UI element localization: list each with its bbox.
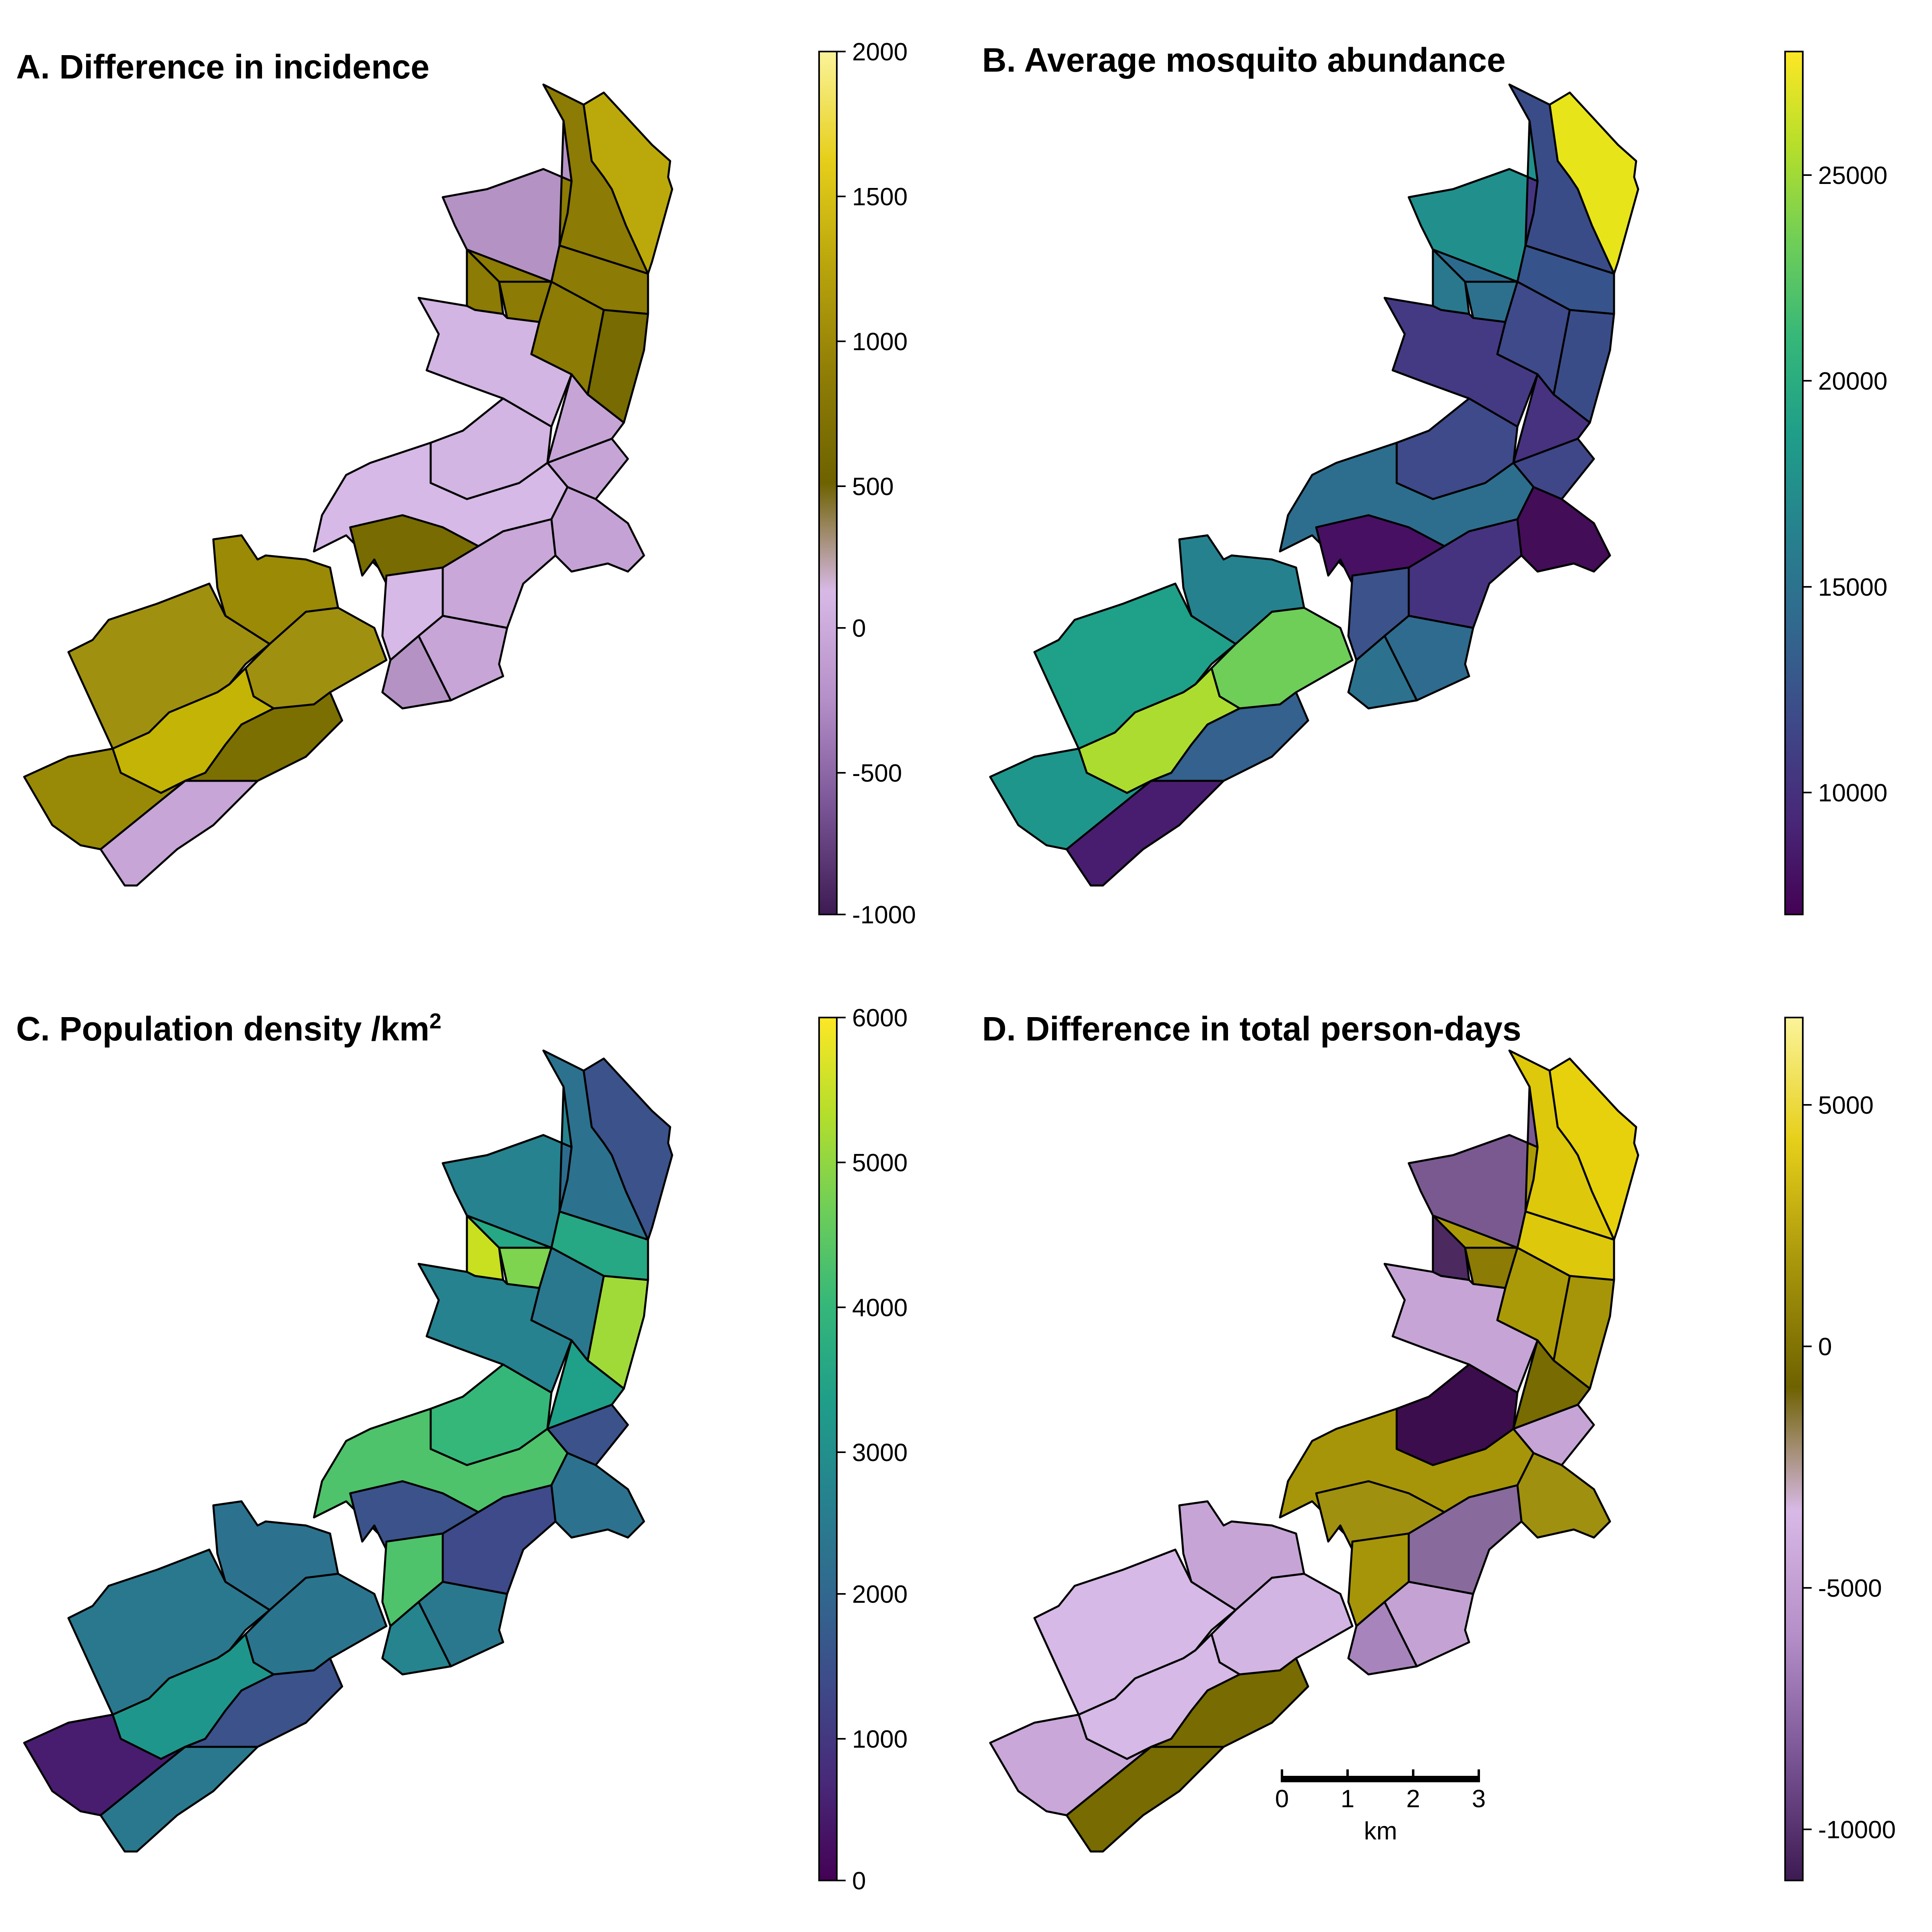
panel-a: A. Difference in incidence 2000 1500 1000 5… [16,38,916,929]
map-region [381,1601,452,1676]
legend-tick-label: 5000 [852,1149,908,1177]
map-region [1383,297,1539,428]
legend-tick-label: -1000 [852,901,916,929]
legend-tick-label: 1000 [852,1726,908,1753]
legend-tick-label: 2000 [852,1581,908,1608]
panel-c: C. Population density /km2 6000 5000 4000 3… [16,1004,908,1895]
choropleth-map [989,83,1639,887]
legend-tick-label: -500 [852,760,902,787]
color-legend: 6000 5000 4000 3000 2000 1000 0 [818,1004,908,1895]
map-region [184,1657,343,1748]
map-region [1516,1452,1611,1539]
legend-tick-label: 3000 [852,1439,908,1467]
legend-tick-label: 6000 [852,1004,908,1032]
map-region [1347,1601,1418,1676]
legend-color-bar [818,1017,838,1881]
legend-tick-label: 0 [1818,1333,1832,1361]
map-region [99,1746,259,1853]
legend-tick-label: 0 [852,1867,866,1895]
legend-tick-label: 1000 [852,328,908,356]
map-region [550,486,645,573]
map-region [1065,1746,1225,1853]
map-region [99,780,259,887]
map-region [417,1263,573,1394]
legend-tick-label: 20000 [1818,367,1887,395]
choropleth-map [989,1049,1639,1853]
legend-color-bar [1784,51,1804,915]
panel-d: D. Difference in total person-days 5000 0… [982,1010,1896,1881]
map-region [23,747,186,850]
legend-tick-label: 1500 [852,183,908,211]
legend-tick-label: 15000 [1818,574,1887,601]
panel-title: D. Difference in total person-days [982,1010,1521,1048]
panel-b: B. Average mosquito abundance 25000 20000… [982,41,1887,915]
map-region [442,120,573,283]
legend-color-bar [818,51,838,915]
scale-bar-tick [1478,1769,1480,1782]
panel-title: B. Average mosquito abundance [982,41,1506,79]
color-legend: 2000 1500 1000 500 0 -500 -1000 [818,38,916,929]
scale-bar-tick [1281,1769,1283,1782]
legend-tick-label: 4000 [852,1294,908,1322]
legend-tick-label: 25000 [1818,162,1887,190]
choropleth-map [23,83,673,887]
map-region [1150,691,1309,782]
map-region [550,1452,645,1539]
scale-bar-tick [1346,1769,1349,1782]
panel-title: C. Population density /km2 [16,1009,442,1048]
map-region [184,691,343,782]
choropleth-map [23,1049,673,1853]
map-region [1516,486,1611,573]
map-region [1150,1657,1309,1748]
scale-bar-line [1281,1776,1480,1782]
map-region [442,1086,573,1249]
scale-tick-label: 1 [1341,1785,1354,1813]
map-region [989,1713,1152,1816]
map-region [381,635,452,710]
color-legend: 5000 0 -5000 -10000 [1784,1017,1896,1881]
map-region [1383,1263,1539,1394]
map-region [989,747,1152,850]
legend-tick-label: 500 [852,473,894,501]
panel-title: A. Difference in incidence [16,48,429,86]
legend-tick-label: 0 [852,615,866,642]
map-region [1347,635,1418,710]
scale-unit-label: km [1364,1817,1397,1845]
legend-tick-label: -10000 [1818,1816,1896,1844]
color-legend: 25000 20000 15000 10000 [1784,51,1887,915]
legend-tick-label: 2000 [852,38,908,66]
map-region [23,1713,186,1816]
map-region [1065,780,1225,887]
map-region [1408,1086,1539,1249]
map-region [417,297,573,428]
legend-tick-label: -5000 [1818,1575,1882,1602]
scale-tick-label: 3 [1472,1785,1486,1813]
scale-tick-label: 0 [1275,1785,1289,1813]
scale-bar-tick [1412,1769,1414,1782]
legend-tick-label: 5000 [1818,1092,1874,1119]
scale-tick-label: 2 [1406,1785,1420,1813]
map-region [1408,120,1539,283]
legend-tick-label: 10000 [1818,779,1887,807]
scale-bar: 0 1 2 3 km [1275,1769,1486,1845]
legend-color-bar [1784,1017,1804,1881]
